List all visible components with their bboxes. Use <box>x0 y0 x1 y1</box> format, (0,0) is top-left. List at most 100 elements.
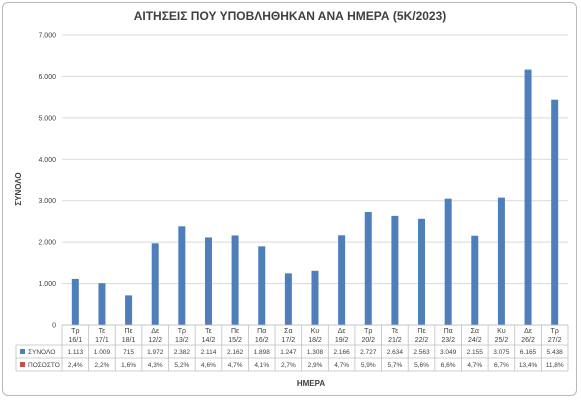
category-date-label: 24/2 <box>468 337 482 344</box>
category-date-label: 18/2 <box>308 337 322 344</box>
data-cell: 2.162 <box>227 349 244 356</box>
legend-marker <box>20 349 25 354</box>
category-day-label: Πε <box>231 328 239 335</box>
data-cell: 11,8% <box>546 362 564 369</box>
category-day-label: Δε <box>338 328 346 335</box>
bar <box>338 235 346 325</box>
x-axis-title: ΗΜΕΡΑ <box>297 379 326 388</box>
data-cell: 2.114 <box>201 349 217 356</box>
data-cell: 2,2% <box>95 362 110 369</box>
category-date-label: 19/2 <box>335 337 349 344</box>
bar <box>125 295 133 325</box>
category-date-label: 25/2 <box>495 337 509 344</box>
y-tick-label: 6.000 <box>38 74 56 81</box>
legend-marker <box>20 362 25 367</box>
legend-label: ΠΟΣΟΣΤΟ <box>28 362 60 369</box>
category-date-label: 17/1 <box>95 337 109 344</box>
category-day-label: Πα <box>257 328 266 335</box>
category-date-label: 23/2 <box>441 337 455 344</box>
y-tick-label: 5.000 <box>38 115 56 122</box>
category-date-label: 14/2 <box>202 337 216 344</box>
bar <box>98 283 106 325</box>
legend-label: ΣΥΝΟΛΟ <box>28 349 55 356</box>
category-day-label: Τρ <box>364 328 372 335</box>
chart-frame <box>2 2 577 396</box>
y-tick-label: 1.000 <box>38 281 56 288</box>
category-day-label: Δε <box>151 328 159 335</box>
bar <box>497 197 505 325</box>
chart-title: ΑΙΤΗΣΕΙΣ ΠΟΥ ΥΠΟΒΛΗΘΗΚΑΝ ΑΝΑ ΗΜΕΡΑ (5Κ/2… <box>134 9 447 23</box>
category-day-label: Πε <box>417 328 425 335</box>
data-cell: 2.634 <box>387 349 404 356</box>
category-day-label: Τε <box>205 328 212 335</box>
data-cell: 6,7% <box>494 362 509 369</box>
y-tick-label: 2.000 <box>38 240 56 247</box>
bar <box>258 246 266 325</box>
data-cell: 1.113 <box>67 349 83 356</box>
data-cell: 4,6% <box>201 362 216 369</box>
category-date-label: 22/2 <box>415 337 429 344</box>
bar <box>418 218 426 325</box>
data-cell: 13,4% <box>519 362 538 369</box>
bar <box>471 235 479 325</box>
category-date-label: 16/2 <box>255 337 269 344</box>
bar <box>391 215 399 325</box>
data-cell: 1.972 <box>147 349 164 356</box>
data-cell: 5,7% <box>387 362 402 369</box>
data-cell: 2,9% <box>308 362 323 369</box>
category-day-label: Σα <box>284 328 292 335</box>
data-cell: 5,9% <box>361 362 376 369</box>
data-cell: 3.075 <box>493 349 510 356</box>
bar <box>524 69 532 325</box>
gridlines: 0 1.000 2.000 3.000 4.000 5.000 6.000 7.000 <box>38 33 568 330</box>
bar <box>151 243 159 325</box>
data-cell: 4,7% <box>228 362 243 369</box>
data-cell: 1,6% <box>121 362 136 369</box>
data-cell: 6,6% <box>441 362 456 369</box>
data-cell: 4,7% <box>467 362 482 369</box>
category-date-label: 13/2 <box>175 337 189 344</box>
category-day-label: Τρ <box>178 328 186 335</box>
category-day-label: Τρ <box>551 328 559 335</box>
data-cell: 6.165 <box>520 349 537 356</box>
data-cell: 1.009 <box>94 349 111 356</box>
data-cell: 1.247 <box>280 349 297 356</box>
bar <box>231 235 239 325</box>
bar <box>551 99 559 325</box>
category-day-label: Πε <box>124 328 132 335</box>
data-cell: 2,4% <box>68 362 83 369</box>
category-date-label: 21/2 <box>388 337 402 344</box>
category-day-label: Κυ <box>311 328 320 335</box>
data-table: Τρ 16/1 Τε 17/1 Πε 18/1 Δε 12/2 Τρ 13/2 Τε 14/2 Πε 15… <box>15 324 569 372</box>
bar <box>178 226 186 325</box>
data-cell: 2.166 <box>333 349 350 356</box>
bar <box>364 212 372 325</box>
data-cell: 1.308 <box>307 349 324 356</box>
data-cell: 2.382 <box>174 349 191 356</box>
category-date-label: 12/2 <box>148 337 162 344</box>
y-axis-title: ΣΥΝΟΛΟ <box>14 172 23 205</box>
bar <box>204 237 212 325</box>
data-cell: 2.155 <box>467 349 484 356</box>
category-day-label: Κυ <box>497 328 506 335</box>
category-date-label: 18/1 <box>122 337 136 344</box>
category-day-label: Πα <box>444 328 453 335</box>
data-cell: 715 <box>123 349 134 356</box>
y-tick-label: 3.000 <box>38 198 56 205</box>
category-date-label: 26/2 <box>521 337 535 344</box>
category-date-label: 16/1 <box>69 337 83 344</box>
category-day-label: Σα <box>471 328 479 335</box>
bars <box>71 69 559 325</box>
category-date-label: 17/2 <box>282 337 296 344</box>
y-tick-label: 0 <box>52 323 56 330</box>
data-cell: 4,7% <box>334 362 349 369</box>
data-cell: 5,6% <box>414 362 429 369</box>
category-day-label: Τρ <box>71 328 79 335</box>
data-cell: 1.898 <box>254 349 271 356</box>
data-cell: 4,3% <box>148 362 163 369</box>
data-cell: 2.563 <box>413 349 430 356</box>
data-cell: 5,2% <box>174 362 189 369</box>
category-date-label: 27/2 <box>548 337 562 344</box>
y-tick-label: 7.000 <box>38 33 56 40</box>
